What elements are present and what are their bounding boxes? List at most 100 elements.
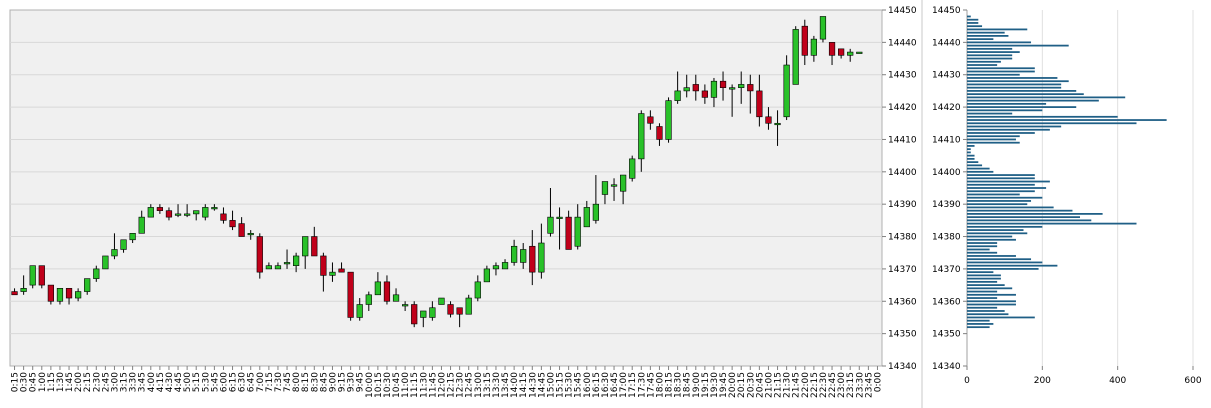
candle-body — [574, 216, 581, 247]
candle-body — [656, 126, 663, 140]
candle — [29, 265, 36, 289]
profile-bar — [967, 51, 1020, 53]
price-tick-label: 14430 — [888, 71, 917, 81]
candle — [620, 174, 627, 205]
candle-body — [302, 236, 309, 257]
candle-body — [347, 271, 354, 318]
candle-body — [220, 213, 227, 221]
profile-axis-y: 14340 14350 14360 14370 14380 14390 14400 14410… — [932, 6, 967, 372]
profile-bar — [967, 96, 1126, 99]
time-tick-label: 4:00 — [147, 372, 157, 392]
profile-bar — [967, 35, 1009, 37]
time-tick-label: 8:00 — [292, 372, 302, 392]
candle — [38, 265, 45, 289]
time-tick-label: 19:45 — [719, 372, 729, 398]
time-tick-label: 10:45 — [392, 372, 402, 398]
profile-bar — [967, 138, 1016, 141]
candle — [583, 200, 590, 228]
candle-body — [719, 80, 727, 88]
candle-body — [402, 304, 409, 307]
profile-bar — [967, 255, 1016, 257]
profile-bar — [967, 261, 1043, 264]
candle — [438, 297, 445, 305]
profile-bar — [967, 326, 990, 329]
profile-y-tick-label: 14440 — [932, 38, 961, 48]
price-gridlines — [10, 41, 882, 335]
candle-body — [729, 87, 736, 90]
time-tick-label: 8:45 — [319, 372, 329, 392]
candle — [647, 110, 654, 130]
profile-bar — [967, 232, 1028, 235]
profile-bar — [967, 67, 1035, 70]
time-tick-label: 12:15 — [447, 372, 457, 398]
candle-body — [538, 242, 545, 273]
candle-body — [420, 310, 427, 318]
profile-bar — [967, 157, 975, 160]
time-tick-label: 16:15 — [592, 372, 602, 398]
profile-bar — [967, 109, 1043, 112]
candle — [447, 301, 454, 318]
time-tick-label: 19:30 — [710, 372, 720, 398]
candle-body — [56, 288, 64, 302]
candle-body — [93, 268, 100, 279]
candle-body — [102, 255, 109, 270]
candle-body — [265, 265, 272, 270]
candle — [174, 204, 182, 218]
profile-x-tick-label: 0 — [964, 376, 970, 386]
profile-bar — [967, 161, 979, 163]
candle-body — [120, 239, 127, 250]
profile-bar — [967, 115, 1118, 118]
candle-body — [847, 51, 854, 56]
time-tick-label: 9:15 — [338, 372, 348, 392]
candle — [629, 155, 636, 182]
candle — [819, 16, 827, 43]
time-tick-label: 17:15 — [628, 372, 638, 398]
time-tick-label: 0:15 — [11, 372, 21, 392]
candle-body — [501, 262, 509, 270]
time-tick-label: 15:00 — [546, 372, 556, 398]
candle-body — [547, 216, 554, 234]
time-tick-label: 0:00 — [873, 372, 883, 392]
candle — [120, 239, 127, 253]
profile-bar — [967, 132, 1035, 134]
candle — [347, 271, 354, 321]
time-tick-label: 23:15 — [846, 372, 856, 398]
profile-y-tick-label: 14400 — [932, 168, 961, 178]
time-tick-label: 2:45 — [101, 372, 111, 392]
profile-bar — [967, 216, 1080, 219]
time-tick-label: 15:15 — [556, 372, 566, 398]
candle — [547, 188, 554, 237]
time-tick-label: 4:30 — [165, 372, 175, 392]
profile-bar — [967, 251, 998, 254]
profile-bar — [967, 264, 1058, 267]
time-tick-label: 20:15 — [737, 372, 747, 398]
profile-y-tick-label: 14450 — [932, 6, 961, 16]
volume-profile-series — [967, 15, 1167, 329]
candle — [538, 223, 545, 279]
time-tick-label: 6:15 — [229, 372, 239, 392]
profile-bar — [967, 213, 1103, 215]
time-tick-label: 11:45 — [428, 372, 438, 398]
candle-body — [165, 210, 173, 218]
time-tick-label: 12:30 — [456, 372, 466, 398]
price-tick-label: 14400 — [888, 168, 917, 178]
candle-body — [747, 84, 754, 92]
candle — [774, 110, 781, 146]
time-tick-label: 8:15 — [301, 372, 311, 392]
candle-body — [692, 84, 699, 92]
candle-body — [383, 281, 391, 302]
time-tick-label: 4:45 — [174, 372, 184, 392]
time-tick-label: 14:00 — [510, 372, 520, 398]
candle-body — [492, 265, 500, 270]
candle-body — [438, 297, 445, 305]
profile-bar — [967, 310, 1005, 312]
time-tick-label: 15:45 — [574, 372, 584, 398]
candle — [574, 204, 581, 250]
candle — [156, 204, 163, 214]
profile-bar — [967, 297, 998, 299]
candle — [838, 48, 845, 59]
profile-bar — [967, 319, 990, 322]
profile-axis-x: 0 200 400 600 — [964, 366, 1202, 386]
candle — [856, 51, 863, 54]
time-tick-label: 7:15 — [265, 372, 275, 392]
